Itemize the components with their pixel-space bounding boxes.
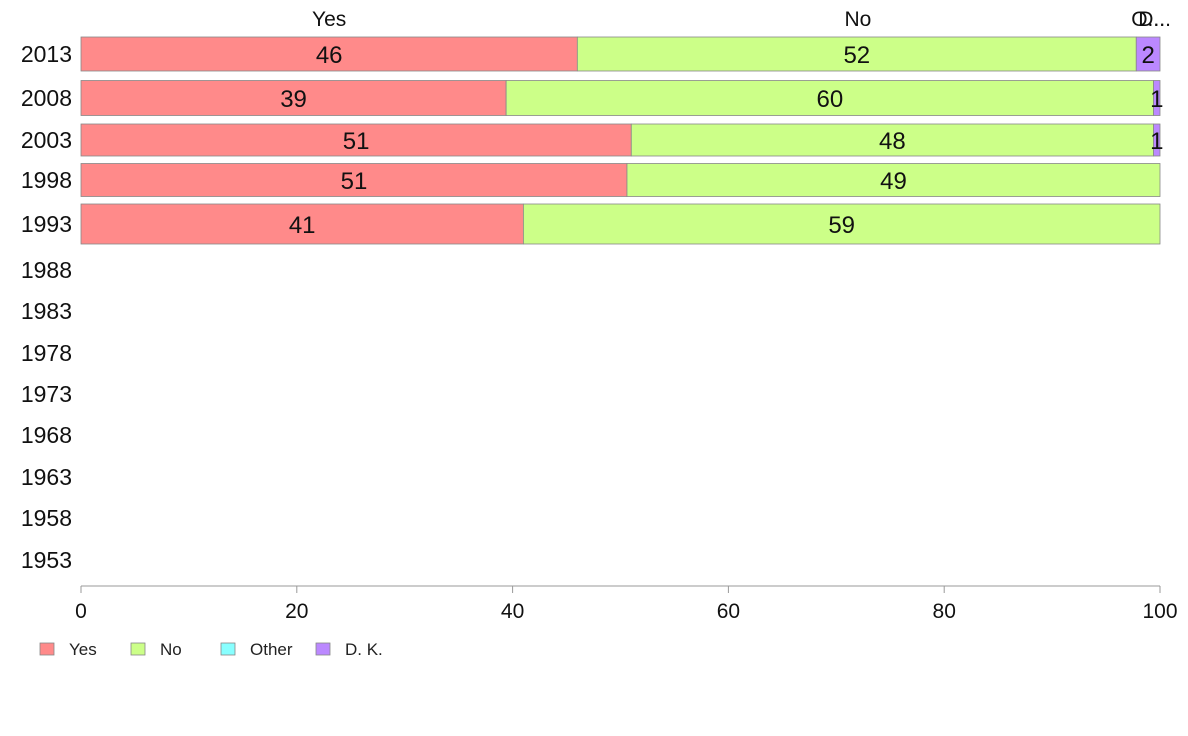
y-tick-1988: 1988 <box>21 257 72 283</box>
y-tick-1958: 1958 <box>21 505 72 531</box>
column-headers: Yes No O...D... <box>312 8 1171 31</box>
legend: Yes No Other D. K. <box>39 640 383 659</box>
data-label-1998-no: 49 <box>880 168 907 195</box>
data-label-2008-no: 60 <box>816 86 843 113</box>
data-label-2008-yes: 39 <box>280 86 307 113</box>
y-tick-2008: 2008 <box>21 85 72 111</box>
column-header-3: D... <box>1138 8 1171 31</box>
x-tick-label-60: 60 <box>717 600 740 623</box>
y-tick-1993: 1993 <box>21 211 72 237</box>
legend-swatch-other <box>220 642 236 656</box>
bar-2013-dk <box>1135 36 1161 72</box>
legend-label-yes: Yes <box>69 640 97 659</box>
y-tick-1963: 1963 <box>21 464 72 490</box>
data-label-2003-dk: 1 <box>1150 128 1163 155</box>
column-header-0: Yes <box>312 8 346 31</box>
x-tick-label-0: 0 <box>75 600 87 623</box>
y-tick-2013: 2013 <box>21 41 72 67</box>
column-header-2: O... <box>1131 8 1165 31</box>
bar-2003-no <box>630 123 1154 157</box>
bar-1993-yes <box>80 203 524 245</box>
y-tick-1973: 1973 <box>21 381 72 407</box>
bar-1993-no <box>522 203 1161 245</box>
x-axis: 0 20 40 60 80 100 <box>75 585 1178 623</box>
bar-2008-yes <box>80 80 507 116</box>
bar-2008-no <box>505 80 1154 116</box>
y-tick-1978: 1978 <box>21 340 72 366</box>
data-label-2013-yes: 46 <box>316 42 343 69</box>
bar-2003-dk <box>1153 123 1161 157</box>
data-label-1998-yes: 51 <box>341 168 368 195</box>
y-tick-1953: 1953 <box>21 547 72 573</box>
column-header-1: No <box>844 8 871 31</box>
y-tick-1998: 1998 <box>21 167 72 193</box>
legend-swatch-yes <box>39 642 55 656</box>
y-tick-2003: 2003 <box>21 127 72 153</box>
bar-1998-yes <box>80 163 628 197</box>
data-label-1993-yes: 41 <box>289 212 316 239</box>
legend-swatch-no <box>130 642 146 656</box>
bar-2008-dk <box>1153 80 1161 116</box>
data-label-2013-dk: 2 <box>1141 42 1154 69</box>
bar-1998-no <box>626 163 1161 197</box>
legend-label-no: No <box>160 640 182 659</box>
x-tick-label-40: 40 <box>501 600 524 623</box>
bar-area: 46 52 2 39 60 1 51 48 1 51 49 41 59 <box>80 36 1163 245</box>
y-tick-1983: 1983 <box>21 298 72 324</box>
legend-swatch-dk <box>315 642 331 656</box>
legend-label-other: Other <box>250 640 293 659</box>
bar-2003-yes <box>80 123 632 157</box>
data-label-2008-dk: 1 <box>1150 86 1163 113</box>
y-axis-tick-labels: 2013 2008 2003 1998 1993 1988 1983 1978 1973 1968… <box>21 41 72 573</box>
data-label-2003-yes: 51 <box>343 128 370 155</box>
x-tick-label-100: 100 <box>1142 600 1177 623</box>
x-tick-label-20: 20 <box>285 600 308 623</box>
data-label-1993-no: 59 <box>828 212 855 239</box>
bar-2013-no <box>576 36 1137 72</box>
legend-label-dk: D. K. <box>345 640 383 659</box>
y-tick-1968: 1968 <box>21 422 72 448</box>
x-tick-label-80: 80 <box>933 600 956 623</box>
data-label-2003-no: 48 <box>879 128 906 155</box>
data-label-2013-no: 52 <box>843 42 870 69</box>
